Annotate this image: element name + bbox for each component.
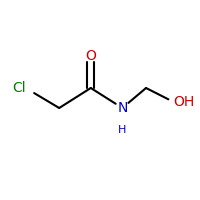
Text: N: N [117, 101, 128, 115]
Text: Cl: Cl [12, 81, 26, 95]
Text: OH: OH [174, 95, 195, 109]
Text: H: H [118, 125, 127, 135]
Text: O: O [85, 49, 96, 63]
